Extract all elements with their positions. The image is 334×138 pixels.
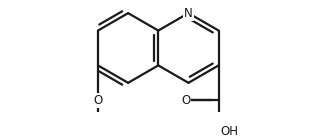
- Text: O: O: [93, 94, 103, 107]
- Text: N: N: [184, 7, 193, 20]
- Text: O: O: [181, 94, 190, 107]
- Text: OH: OH: [220, 125, 238, 138]
